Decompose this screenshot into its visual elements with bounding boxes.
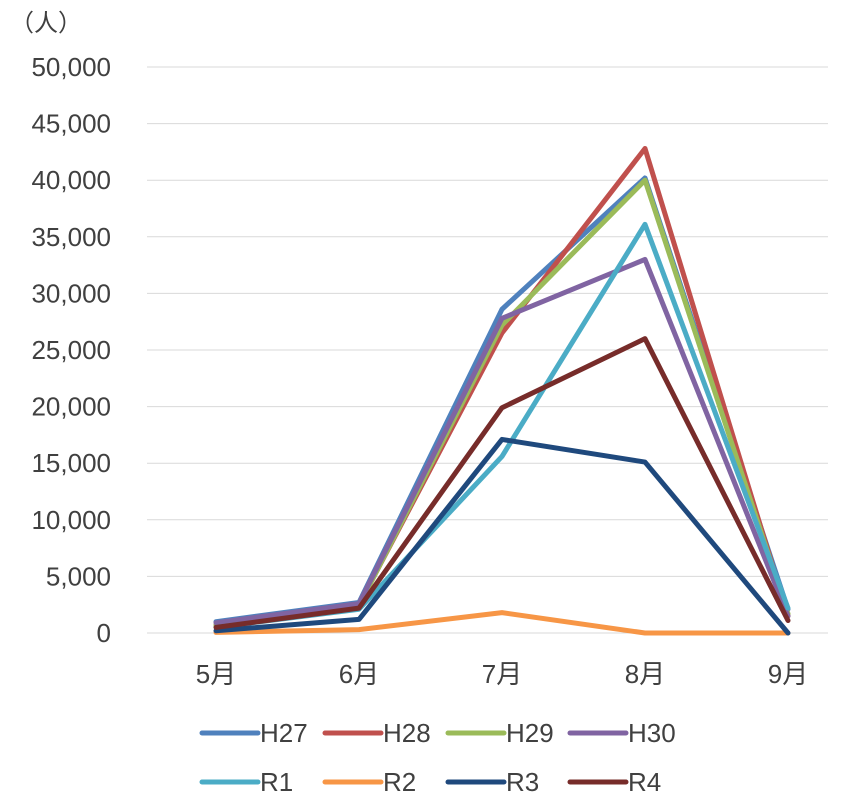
legend-item-r3: R3 <box>445 767 539 797</box>
y-tick-label: 20,000 <box>31 392 111 422</box>
x-tick-label: 8月 <box>625 659 665 689</box>
y-tick-label: 40,000 <box>31 165 111 195</box>
legend-label: H30 <box>628 718 676 748</box>
y-tick-label: 30,000 <box>31 278 111 308</box>
series-line-r2 <box>213 610 791 636</box>
legend-item-r1: R1 <box>199 767 293 797</box>
x-axis-tick-labels: 5月 6月 7月 8月 9月 <box>196 659 808 689</box>
legend-label: R4 <box>628 767 661 795</box>
legend-label: H29 <box>506 718 554 748</box>
legend-item-h29: H29 <box>445 718 554 748</box>
y-tick-label: 25,000 <box>31 335 111 365</box>
y-tick-label: 15,000 <box>31 448 111 478</box>
series-lines <box>213 146 791 636</box>
legend-item-r2: R2 <box>322 767 416 797</box>
y-axis-tick-labels: 0 5,000 10,000 15,000 20,000 25,000 30,000 35,0… <box>31 52 111 648</box>
y-tick-label: 0 <box>97 618 111 648</box>
x-tick-label: 9月 <box>768 659 808 689</box>
legend: H27 H28 H29 H30 R1 R2 R3 R4 <box>199 718 676 797</box>
series-line-h30 <box>213 256 791 626</box>
series-line-h28 <box>213 146 791 628</box>
legend-label: H28 <box>383 718 431 748</box>
x-tick-label: 7月 <box>482 659 522 689</box>
y-tick-label: 5,000 <box>46 561 111 591</box>
series-line-r3 <box>213 436 791 636</box>
y-tick-label: 50,000 <box>31 52 111 82</box>
y-tick-label: 45,000 <box>31 109 111 139</box>
legend-item-h28: H28 <box>322 718 431 748</box>
series-line-r4 <box>213 336 791 630</box>
legend-label: R3 <box>506 767 539 795</box>
series-line-r1 <box>213 221 791 630</box>
legend-label: R1 <box>260 767 293 795</box>
x-tick-label: 6月 <box>339 659 379 689</box>
x-tick-label: 5月 <box>196 659 236 689</box>
y-tick-label: 10,000 <box>31 505 111 535</box>
legend-item-r4: R4 <box>567 767 661 797</box>
legend-label: R2 <box>383 767 416 795</box>
y-tick-label: 35,000 <box>31 222 111 252</box>
y-unit-label: （人） <box>10 10 82 37</box>
legend-item-h30: H30 <box>567 718 676 748</box>
legend-item-h27: H27 <box>199 718 308 748</box>
legend-label: H27 <box>260 718 308 748</box>
